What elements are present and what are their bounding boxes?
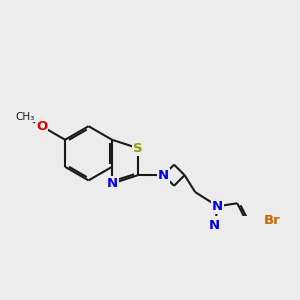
Text: N: N [212,200,223,213]
Text: CH₃: CH₃ [16,112,35,122]
Text: N: N [158,169,169,182]
Text: N: N [209,219,220,232]
Text: Br: Br [263,214,280,227]
Text: N: N [106,177,118,190]
Text: O: O [36,120,47,133]
Text: S: S [133,142,142,154]
